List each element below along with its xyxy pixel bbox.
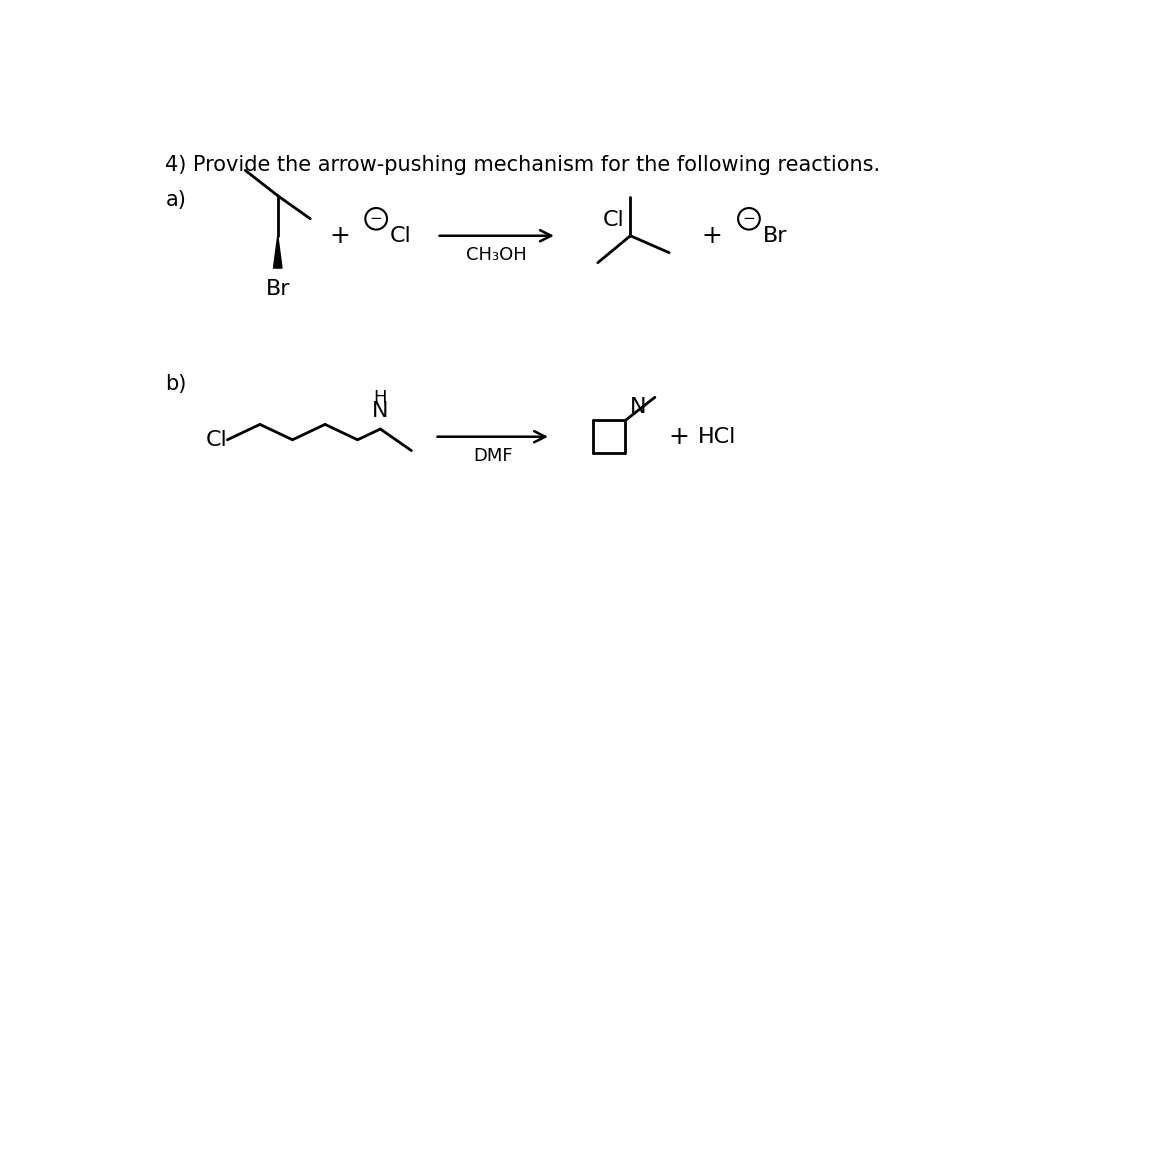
Text: CH₃OH: CH₃OH <box>466 246 527 264</box>
Text: Cl: Cl <box>603 209 624 230</box>
Text: N: N <box>373 401 389 421</box>
Text: +: + <box>701 224 722 247</box>
Text: HCl: HCl <box>698 427 737 446</box>
Text: +: + <box>329 224 350 247</box>
Text: Cl: Cl <box>390 225 412 246</box>
Text: 4) Provide the arrow-pushing mechanism for the following reactions.: 4) Provide the arrow-pushing mechanism f… <box>166 155 881 175</box>
Text: Cl: Cl <box>206 430 228 450</box>
Text: DMF: DMF <box>473 446 513 465</box>
Polygon shape <box>273 236 281 268</box>
Text: Br: Br <box>763 225 787 246</box>
Text: Br: Br <box>265 279 290 299</box>
Text: a): a) <box>166 190 186 209</box>
Text: N: N <box>630 398 647 417</box>
Text: −: − <box>743 212 756 227</box>
Text: H: H <box>374 390 387 407</box>
Text: +: + <box>668 424 689 449</box>
Text: b): b) <box>166 375 187 394</box>
Text: −: − <box>370 212 383 227</box>
